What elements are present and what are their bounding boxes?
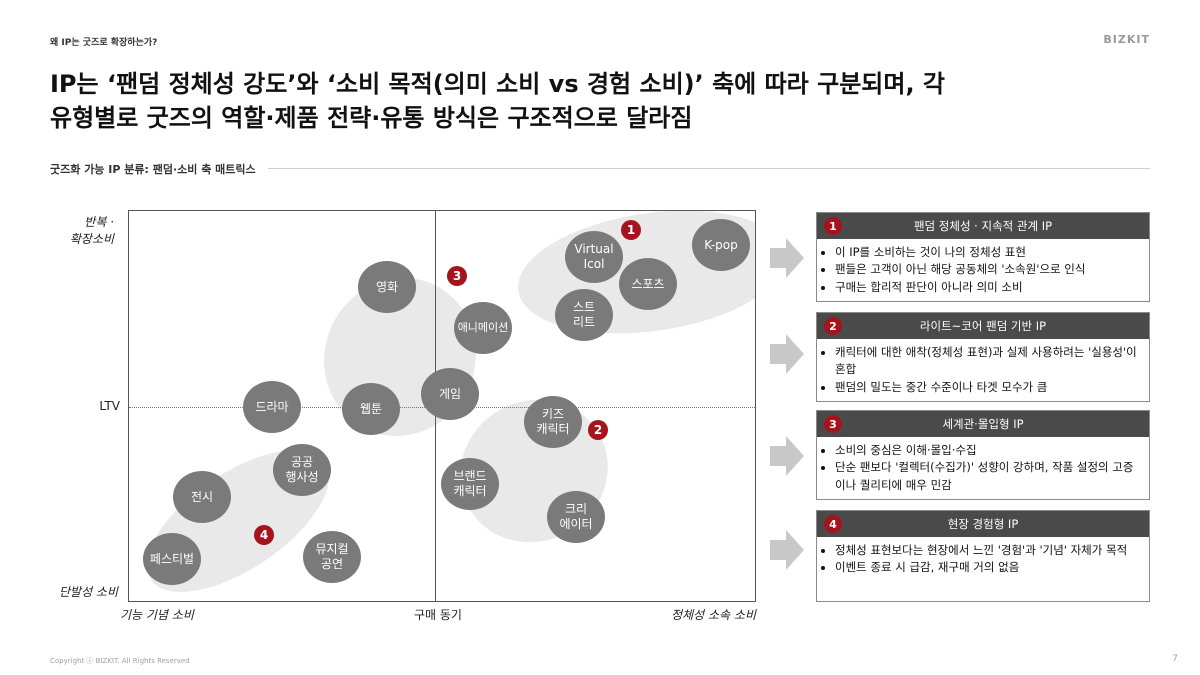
arrow-right-icon xyxy=(770,334,804,374)
y-axis-mid-label: LTV xyxy=(99,399,120,413)
panel-header: 1 팬덤 정체성 · 지속적 관계 IP xyxy=(817,213,1149,239)
panel-header: 4 현장 경험형 IP xyxy=(817,511,1149,537)
panel-number-badge: 1 xyxy=(824,217,842,235)
bubble-exhibition: 전시 xyxy=(173,471,231,523)
arrow-right-icon xyxy=(770,238,804,278)
panel-number-badge: 4 xyxy=(824,515,842,533)
list-item: 캐릭터에 대한 애착(정체성 표현)과 실제 사용하려는 '실용성'이 혼합 xyxy=(835,344,1143,379)
bubble-street: 스트 리트 xyxy=(555,289,613,341)
bubble-festival: 페스티벌 xyxy=(143,533,201,585)
bubble-brand-character: 브랜드 캐릭터 xyxy=(441,458,499,510)
copyright-text: Copyright ⓒ BIZKIT. All Rights Reserved xyxy=(50,657,190,665)
y-axis-top-label: 반복 · 확장소비 xyxy=(69,215,114,246)
bubble-kids-character: 키즈 캐릭터 xyxy=(524,396,582,448)
bubble-virtual-icol: Virtual Icol xyxy=(565,231,623,283)
bubble-drama: 드라마 xyxy=(243,381,301,433)
list-item: 팬들은 고객이 아닌 해당 공동체의 '소속원'으로 인식 xyxy=(835,261,1143,278)
bubble-musical: 뮤지컬 공연 xyxy=(303,531,361,583)
subtitle-divider xyxy=(50,168,1150,169)
panel-header: 2 라이트~코어 팬덤 기반 IP xyxy=(817,313,1149,339)
breadcrumb: 왜 IP는 굿즈로 확장하는가? xyxy=(50,38,158,48)
page-title: IP는 ‘팬덤 정체성 강도’와 ‘소비 목적(의미 소비 vs 경험 소비)’… xyxy=(50,68,1150,135)
panel-type-1: 1 팬덤 정체성 · 지속적 관계 IP 이 IP를 소비하는 것이 나의 정체… xyxy=(816,212,1150,302)
panel-bullets: 캐릭터에 대한 애착(정체성 표현)과 실제 사용하려는 '실용성'이 혼합 팬… xyxy=(817,339,1149,401)
panel-bullets: 이 IP를 소비하는 것이 나의 정체성 표현 팬들은 고객이 아닌 해당 공동… xyxy=(817,239,1149,301)
positioning-matrix: Virtual Icol K-pop 스포츠 스트 리트 영화 애니메이션 게임… xyxy=(128,210,756,602)
section-subtitle: 굿즈화 가능 IP 분류: 팬덤·소비 축 매트릭스 xyxy=(50,161,268,177)
bubble-sports: 스포츠 xyxy=(619,258,677,310)
arrow-right-icon xyxy=(770,436,804,476)
list-item: 단순 팬보다 '컬렉터(수집가)' 성향이 강하며, 작품 설정의 고증이나 퀄… xyxy=(835,459,1143,494)
bubble-creator: 크리 에이터 xyxy=(547,491,605,543)
list-item: 이 IP를 소비하는 것이 나의 정체성 표현 xyxy=(835,244,1143,261)
panel-type-3: 3 세계관·몰입형 IP 소비의 중심은 이해·몰입·수집 단순 팬보다 '컬렉… xyxy=(816,410,1150,500)
list-item: 팬덤의 밀도는 중간 수준이나 타겟 모수가 큼 xyxy=(835,379,1143,396)
arrow-right-icon xyxy=(770,530,804,570)
panel-title: 세계관·몰입형 IP xyxy=(942,417,1024,431)
page-number: 7 xyxy=(1172,654,1178,664)
panel-type-4: 4 현장 경험형 IP 정체성 표현보다는 현장에서 느낀 '경험'과 '기념'… xyxy=(816,510,1150,602)
panel-title: 팬덤 정체성 · 지속적 관계 IP xyxy=(913,219,1053,233)
panel-title: 현장 경험형 IP xyxy=(947,517,1019,531)
panel-bullets: 소비의 중심은 이해·몰입·수집 단순 팬보다 '컬렉터(수집가)' 성향이 강… xyxy=(817,437,1149,499)
panel-type-2: 2 라이트~코어 팬덤 기반 IP 캐릭터에 대한 애착(정체성 표현)과 실제… xyxy=(816,312,1150,402)
x-axis-left-label: 기능 기념 소비 xyxy=(120,608,194,622)
brand-logo: BIZKIT xyxy=(1103,33,1150,46)
cluster-4-marker: 4 xyxy=(254,525,274,545)
x-axis-mid-label: 구매 동기 xyxy=(414,608,462,622)
list-item: 구매는 합리적 판단이 아니라 의미 소비 xyxy=(835,279,1143,296)
bubble-animation: 애니메이션 xyxy=(454,302,512,354)
page-title-line-1: IP는 ‘팬덤 정체성 강도’와 ‘소비 목적(의미 소비 vs 경험 소비)’… xyxy=(50,70,945,98)
list-item: 소비의 중심은 이해·몰입·수집 xyxy=(835,442,1143,459)
panel-number-badge: 3 xyxy=(824,415,842,433)
panel-header: 3 세계관·몰입형 IP xyxy=(817,411,1149,437)
bubble-kpop: K-pop xyxy=(692,219,750,271)
cluster-3-marker: 3 xyxy=(447,266,467,286)
list-item: 정체성 표현보다는 현장에서 느낀 '경험'과 '기념' 자체가 목적 xyxy=(835,542,1143,559)
panel-bullets: 정체성 표현보다는 현장에서 느낀 '경험'과 '기념' 자체가 목적 이벤트 … xyxy=(817,537,1149,582)
panel-title: 라이트~코어 팬덤 기반 IP xyxy=(919,319,1047,333)
bubble-public-event: 공공 행사성 xyxy=(273,444,331,496)
bubble-movie: 영화 xyxy=(358,261,416,313)
cluster-2-marker: 2 xyxy=(588,420,608,440)
x-axis-right-label: 정체성 소속 소비 xyxy=(671,608,756,622)
bubble-webtoon: 웹툰 xyxy=(342,383,400,435)
bubble-game: 게임 xyxy=(421,368,479,420)
y-axis-bottom-label: 단발성 소비 xyxy=(58,585,118,599)
panel-number-badge: 2 xyxy=(824,317,842,335)
list-item: 이벤트 종료 시 급감, 재구매 거의 없음 xyxy=(835,559,1143,576)
page-title-line-2: 유형별로 굿즈의 역할·제품 전략·유통 방식은 구조적으로 달라짐 xyxy=(50,103,693,132)
cluster-1-marker: 1 xyxy=(621,220,641,240)
